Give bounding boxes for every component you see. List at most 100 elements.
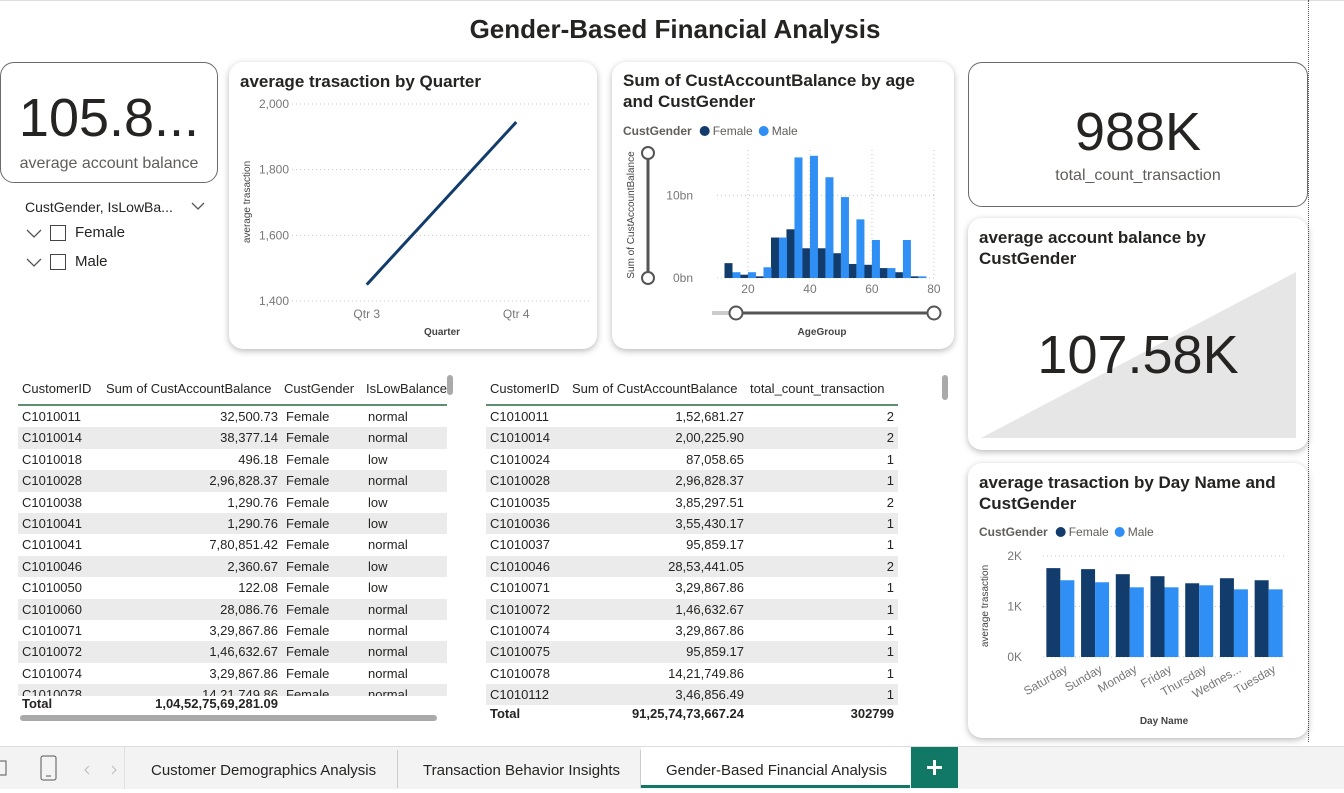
table-row: C1010011 1,52,681.27 2 <box>486 406 898 428</box>
scrollbar[interactable] <box>942 375 948 400</box>
tab-nav-icons[interactable] <box>0 747 125 789</box>
table-total: Total 91,25,74,73,667.24 302799 <box>486 703 898 725</box>
table-cell: C1010112 <box>490 687 550 703</box>
table-cell: Female <box>286 644 330 660</box>
table-cell: C1010078 <box>22 687 82 696</box>
table-cell: C1010011 <box>490 409 550 424</box>
table-cell: normal <box>368 687 408 696</box>
table-header: CustomerID Sum of CustAccountBalance total… <box>486 372 898 406</box>
table-cell: C1010072 <box>490 601 550 617</box>
table-row: C1010037 95,859.17 1 <box>486 534 898 556</box>
tab[interactable]: Gender-Based Financial Analysis <box>666 762 887 779</box>
page-edge <box>1308 0 1309 742</box>
slicer-title: CustGender, IsLowBa... <box>25 199 173 215</box>
table-cell: C1010041 <box>22 537 82 553</box>
add-tab[interactable] <box>911 747 958 788</box>
kpi-card: 988K total_count_transaction <box>968 62 1308 207</box>
table-cell: 95,859.17 <box>686 537 744 553</box>
column-header: Sum of CustAccountBalance <box>106 380 272 396</box>
table-cell: Female <box>286 494 330 510</box>
table-cell: C1010050 <box>22 580 82 596</box>
column-header: IsLowBalance <box>366 380 447 396</box>
table-cell: 1,290.76 <box>227 494 278 510</box>
table-row: C1010024 87,058.65 1 <box>486 448 898 471</box>
total-cell: 91,25,74,73,667.24 <box>631 706 744 721</box>
table-cell: 2 <box>886 494 894 510</box>
scrollbar[interactable] <box>447 375 453 395</box>
table-cell: low <box>368 580 388 596</box>
table-cell: C1010041 <box>22 515 82 531</box>
table-cell: Female <box>286 558 330 574</box>
table-cell: 1,46,632.67 <box>675 601 744 617</box>
slicer-chevron[interactable] <box>190 200 206 212</box>
table-cell: normal <box>368 622 408 638</box>
tab[interactable]: Customer Demographics Analysis <box>151 762 377 779</box>
table-row: C1010074 3,29,867.86 1 <box>486 619 898 642</box>
table-cell: C1010014 <box>22 430 82 446</box>
table-cell: 1,290.76 <box>227 515 278 531</box>
scrollbar[interactable] <box>20 715 437 721</box>
table-cell: 3,29,867.86 <box>209 622 278 638</box>
table-cell: Female <box>286 622 330 638</box>
table-cell: Female <box>286 665 330 681</box>
table-cell: C1010060 <box>22 601 82 617</box>
table-row: C1010046 2,360.67 Female low <box>18 555 447 578</box>
table-cell: 2,96,828.37 <box>675 473 744 489</box>
table-cell: C1010074 <box>22 665 82 681</box>
table-cell: normal <box>368 537 408 553</box>
top-edge <box>0 0 1344 1</box>
slicer-item[interactable]: Female <box>25 224 195 244</box>
table-cell: 3,29,867.86 <box>675 580 744 596</box>
total-cell: 1,04,52,75,69,281.09 <box>155 696 278 711</box>
table-cell: C1010075 <box>490 644 550 660</box>
table-cell: normal <box>368 601 408 617</box>
table-cell: Female <box>286 687 330 696</box>
table-row: C1010072 1,46,632.67 1 <box>486 598 898 620</box>
table-cell: 14,21,749.86 <box>668 665 744 681</box>
chart-title: average trasaction by Day Name and CustG… <box>979 473 1276 513</box>
table-row: C1010028 2,96,828.37 1 <box>486 470 898 492</box>
table-cell: 7,80,851.42 <box>209 537 278 553</box>
table-row: C1010014 38,377.14 Female normal <box>18 427 447 449</box>
table-cell: 3,46,856.49 <box>675 687 744 703</box>
table: CustomerID Sum of CustAccountBalance total… <box>486 372 898 706</box>
table-row: C1010046 28,53,441.05 2 <box>486 555 898 578</box>
table-cell: normal <box>368 644 408 660</box>
tab-divider <box>397 750 398 788</box>
table-cell: 2,00,225.90 <box>675 430 744 446</box>
table-row: C1010071 3,29,867.86 1 <box>486 577 898 599</box>
table-cell: C1010011 <box>22 409 82 424</box>
table-cell: normal <box>368 409 408 424</box>
table-cell: normal <box>368 473 408 489</box>
total-cell: Total <box>490 706 521 721</box>
table-cell: 3,85,297.51 <box>675 494 744 510</box>
table-row: C1010112 3,46,856.49 1 <box>486 684 898 706</box>
table-row: C1010038 1,290.76 Female low <box>18 491 447 513</box>
kpi-label: average account balance <box>19 155 199 172</box>
table-cell: Female <box>286 451 330 467</box>
slicer-item[interactable]: Male <box>25 253 195 273</box>
table-cell: C1010035 <box>490 494 550 510</box>
tab[interactable]: Transaction Behavior Insights <box>423 762 621 779</box>
table-cell: C1010028 <box>490 473 550 489</box>
slicer-label: Male <box>75 253 108 270</box>
column-header: total_count_transaction <box>750 380 885 396</box>
table-row: C1010050 122.08 Female low <box>18 577 447 599</box>
table-cell: 1 <box>886 601 894 617</box>
table-cell: 28,53,441.05 <box>668 558 744 574</box>
table-cell: low <box>368 515 388 531</box>
table-cell: Female <box>286 473 330 489</box>
table-cell: normal <box>368 430 408 446</box>
table-cell: 14,21,749.86 <box>202 687 278 696</box>
table-row: C1010078 14,21,749.86 1 <box>486 662 898 685</box>
table-cell: 38,377.14 <box>220 430 278 446</box>
table-cell: C1010078 <box>490 665 550 681</box>
table-cell: 1 <box>886 451 894 467</box>
table-cell: Female <box>286 430 330 446</box>
table-cell: 2 <box>886 430 894 446</box>
slicer-label: Female <box>75 224 126 241</box>
chart-card <box>612 62 954 349</box>
table-row: C1010071 3,29,867.86 Female normal <box>18 619 447 642</box>
table-cell: low <box>368 494 388 510</box>
